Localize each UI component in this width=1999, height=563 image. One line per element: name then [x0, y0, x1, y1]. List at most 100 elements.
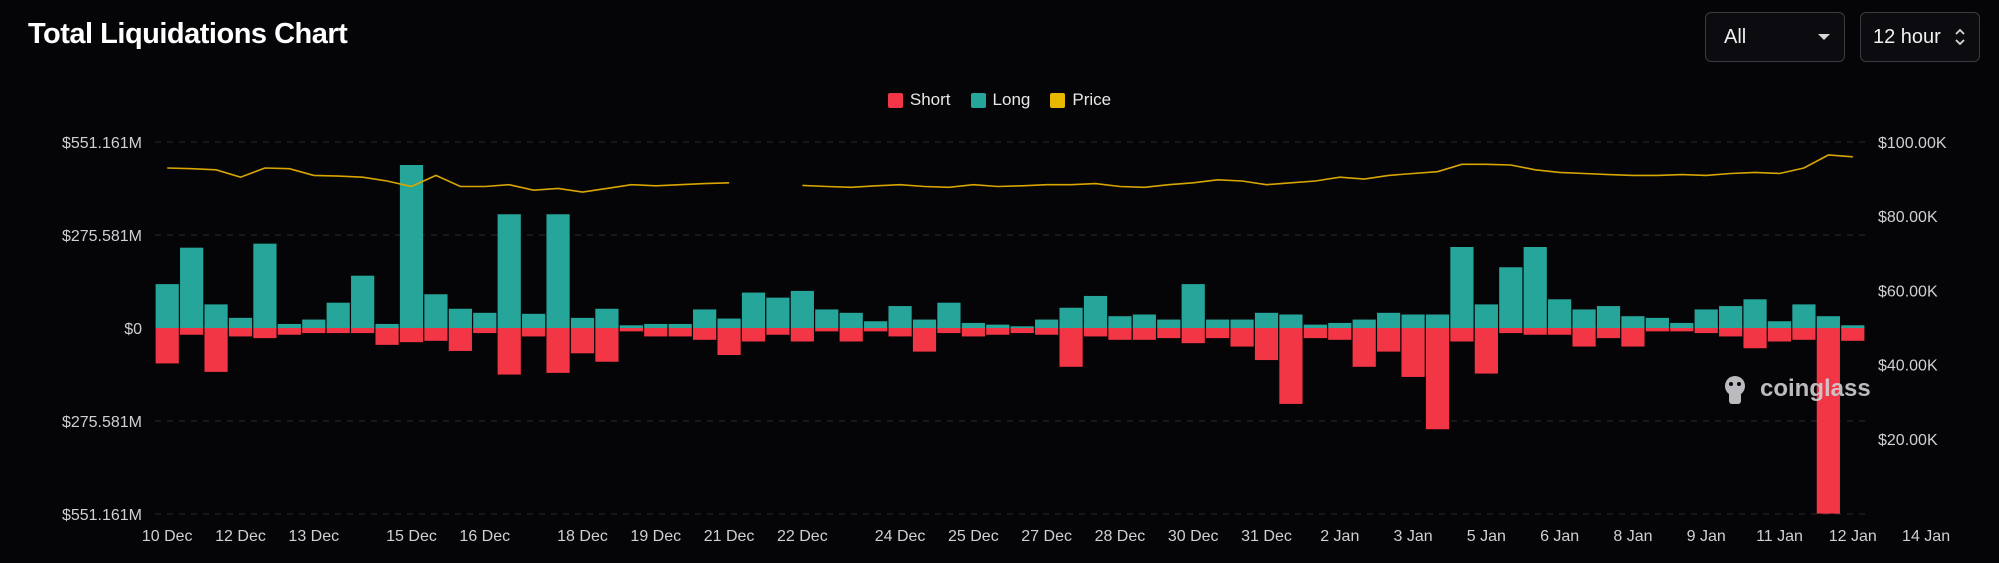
long-bar: [1303, 324, 1327, 328]
short-bar: [766, 328, 790, 335]
long-bar: [1010, 326, 1034, 328]
short-bar: [1132, 328, 1156, 340]
y-left-tick-label: $0: [124, 321, 142, 338]
long-bar: [1059, 307, 1083, 328]
legend-item-long[interactable]: Long: [970, 90, 1031, 110]
short-bar: [1401, 328, 1425, 377]
legend-item-short[interactable]: Short: [887, 90, 951, 110]
short-bar: [570, 328, 595, 354]
x-tick-label: 31 Dec: [1241, 528, 1292, 545]
short-bar: [1425, 328, 1450, 430]
long-bar: [1596, 306, 1621, 328]
short-bar: [1230, 328, 1254, 347]
x-tick-label: 18 Dec: [557, 528, 608, 545]
long-bar: [815, 309, 839, 328]
short-bar: [1035, 328, 1059, 335]
short-bar: [1279, 328, 1303, 404]
long-bar: [497, 214, 521, 328]
x-tick-label: 16 Dec: [459, 528, 510, 545]
long-bar: [1132, 314, 1156, 328]
long-bar: [522, 313, 546, 328]
long-bar: [1157, 319, 1181, 328]
coinglass-watermark: coinglass: [1718, 372, 1871, 406]
short-bar: [790, 328, 814, 342]
short-bar: [912, 328, 937, 352]
legend-label-short: Short: [909, 90, 951, 109]
x-tick-label: 12 Dec: [215, 528, 266, 545]
short-bar: [888, 328, 912, 337]
short-bar: [1474, 328, 1498, 374]
filter-select-value: All: [1724, 25, 1747, 48]
short-bar: [1743, 328, 1767, 349]
long-bar: [790, 290, 814, 328]
short-bar: [1352, 328, 1376, 367]
page-title: Total Liquidations Chart: [28, 18, 348, 50]
long-bar: [155, 284, 179, 328]
short-bar: [204, 328, 228, 372]
y-right-tick-label: $40.00K: [1878, 358, 1938, 375]
short-bar: [1328, 328, 1352, 340]
short-bar: [155, 328, 179, 364]
long-bar: [1841, 325, 1865, 328]
x-tick-label: 30 Dec: [1168, 528, 1219, 545]
long-bar: [180, 247, 204, 328]
short-bar: [839, 328, 863, 342]
long-bar: [888, 306, 912, 328]
long-bar: [546, 214, 570, 328]
long-bar: [399, 165, 424, 328]
short-bar: [1010, 328, 1034, 334]
legend-label-long: Long: [992, 90, 1031, 109]
long-bar: [1425, 314, 1450, 328]
long-bar: [1230, 319, 1254, 328]
long-bar: [351, 275, 375, 328]
interval-select-value: 12 hour: [1873, 25, 1941, 48]
y-left-tick-label: $551.161M: [62, 135, 142, 152]
short-bar: [253, 328, 277, 339]
long-bar: [986, 324, 1010, 328]
long-bar: [1548, 299, 1572, 328]
long-bar: [1401, 314, 1425, 328]
short-bar: [546, 328, 570, 373]
long-bar: [302, 319, 326, 328]
coinglass-logo-icon: [1725, 376, 1745, 404]
short-bar: [399, 328, 424, 343]
watermark-text: coinglass: [1760, 375, 1871, 402]
long-bar: [741, 292, 766, 328]
x-tick-label: 21 Dec: [704, 528, 755, 545]
interval-select[interactable]: 12 hour: [1860, 12, 1980, 62]
long-bar: [473, 312, 497, 328]
long-bar: [1254, 312, 1279, 328]
short-bar: [448, 328, 472, 351]
short-bar: [1694, 328, 1718, 334]
short-bar: [1621, 328, 1645, 347]
short-bar: [741, 328, 766, 342]
y-left-tick-label: $275.581M: [62, 228, 142, 245]
x-tick-label: 3 Jan: [1394, 528, 1433, 545]
long-bar: [1328, 322, 1352, 328]
short-bar: [1108, 328, 1132, 340]
short-bar: [1499, 328, 1523, 334]
long-bar: [448, 308, 472, 328]
short-bar: [1670, 328, 1694, 332]
short-bar: [1572, 328, 1596, 347]
legend-item-price[interactable]: Price: [1050, 90, 1111, 110]
long-bar: [1572, 309, 1596, 328]
short-bar: [497, 328, 521, 375]
long-bar: [1645, 317, 1669, 328]
short-bar: [619, 328, 643, 332]
y-right-tick-label: $80.00K: [1878, 209, 1938, 226]
long-bar: [1694, 309, 1718, 328]
x-tick-label: 28 Dec: [1095, 528, 1146, 545]
updown-chevron-icon: [1955, 28, 1965, 46]
legend-swatch-price: [1050, 92, 1066, 108]
x-tick-label: 12 Jan: [1829, 528, 1877, 545]
long-bar: [1499, 267, 1523, 328]
long-bar: [839, 312, 863, 328]
x-tick-label: 14 Jan: [1902, 528, 1950, 545]
short-bar: [595, 328, 619, 362]
x-tick-label: 15 Dec: [386, 528, 437, 545]
long-bar: [424, 294, 448, 328]
short-bar: [180, 328, 204, 335]
short-bar: [1841, 328, 1865, 341]
filter-select[interactable]: All: [1705, 12, 1845, 62]
